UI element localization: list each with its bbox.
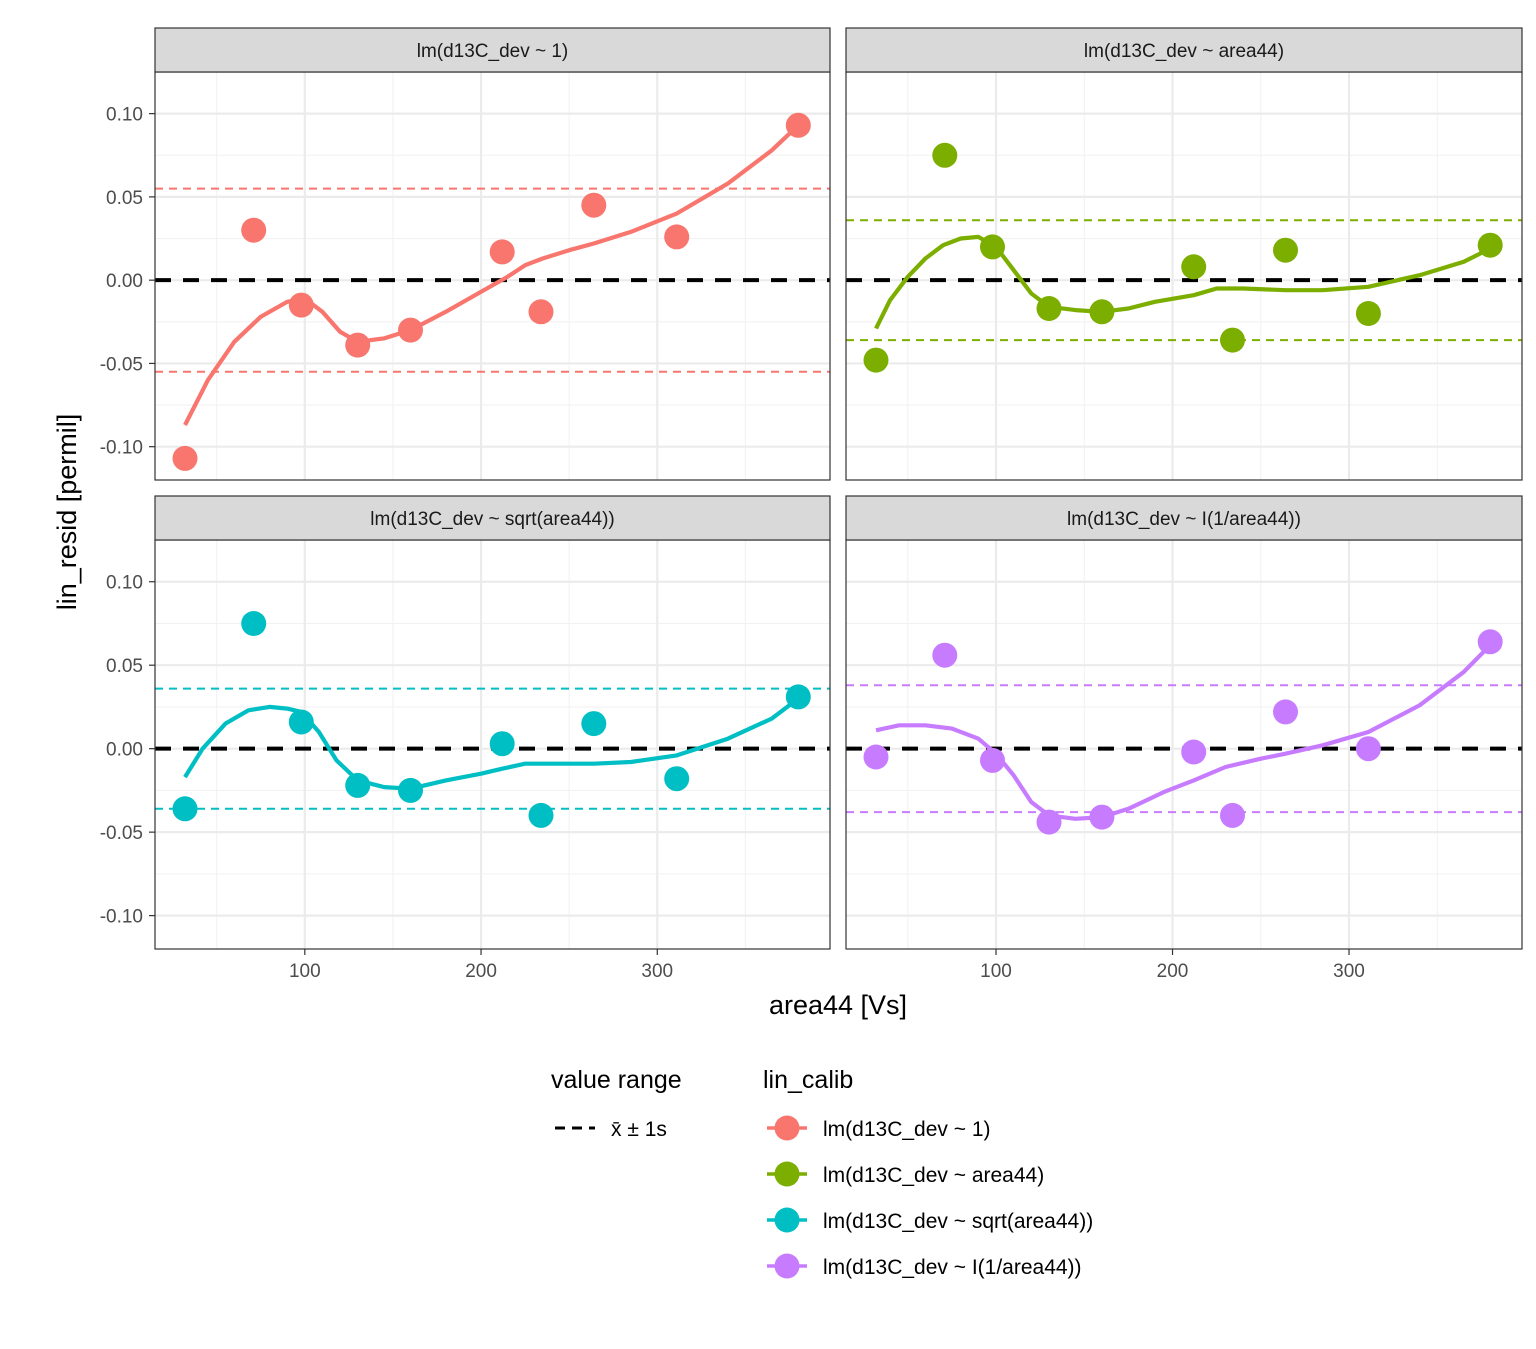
y-tick-label: -0.10	[100, 907, 143, 928]
panel-background	[155, 72, 830, 480]
legend: value range x̄ ± 1s lin_calib lm(d13C_dev ~…	[551, 1066, 1093, 1279]
legend-key-point	[774, 1253, 800, 1279]
x-tick-label: 300	[1333, 961, 1365, 982]
data-point	[345, 332, 371, 358]
data-point	[172, 796, 198, 822]
y-tick-label: 0.10	[106, 105, 143, 126]
data-point	[1477, 629, 1503, 655]
data-point	[288, 709, 314, 735]
y-tick-label: -0.05	[100, 823, 143, 844]
data-point	[489, 239, 515, 265]
facet-strip	[154, 27, 831, 73]
legend-title-lin-calib: lin_calib	[763, 1066, 853, 1094]
data-point	[528, 299, 554, 325]
x-tick-label: 100	[980, 961, 1012, 982]
legend-label: lm(d13C_dev ~ 1)	[823, 1118, 991, 1141]
facet-strip-label: lm(d13C_dev ~ area44)	[1084, 41, 1284, 62]
smooth-line	[874, 234, 1492, 330]
data-point	[664, 224, 690, 250]
data-point	[398, 317, 423, 343]
smooth-line	[183, 123, 800, 426]
x-tick-label: 300	[641, 961, 673, 982]
facet-panel: lm(d13C_dev ~ I(1/area44)) 100 200 300	[845, 495, 1523, 982]
facet-strip-label: lm(d13C_dev ~ 1)	[417, 41, 569, 62]
data-point	[1089, 804, 1115, 830]
legend-key-point	[774, 1115, 800, 1141]
data-point	[932, 142, 958, 168]
data-point	[1036, 296, 1062, 321]
data-point	[1273, 237, 1298, 263]
data-point	[664, 766, 690, 792]
data-point	[1036, 809, 1062, 835]
data-point	[1273, 699, 1298, 725]
data-point	[1220, 802, 1245, 828]
data-point	[863, 744, 889, 770]
legend-title-value-range: value range	[551, 1066, 682, 1094]
legend-key-point	[774, 1207, 800, 1233]
data-point	[398, 777, 423, 803]
y-tick-label: 0.00	[106, 271, 143, 292]
data-point	[785, 112, 811, 138]
data-point	[1089, 299, 1115, 325]
data-point	[980, 747, 1005, 773]
y-tick-label: 0.10	[106, 573, 143, 594]
x-tick-label: 200	[1157, 961, 1189, 982]
data-point	[489, 731, 515, 757]
facet-panel: lm(d13C_dev ~ 1) -0.10 -0.05 0.00 0.05 0.10	[100, 27, 831, 481]
y-tick-label: -0.10	[100, 438, 143, 459]
data-point	[1477, 232, 1503, 258]
data-point	[241, 611, 267, 636]
data-point	[172, 445, 198, 471]
data-point	[345, 772, 371, 798]
facet-strip-label: lm(d13C_dev ~ sqrt(area44))	[370, 509, 614, 530]
y-tick-label: 0.00	[106, 740, 143, 761]
legend-label: lm(d13C_dev ~ sqrt(area44))	[823, 1210, 1093, 1233]
facet-strip	[845, 495, 1523, 541]
data-point	[932, 642, 958, 668]
data-point	[785, 684, 811, 710]
data-point	[980, 234, 1005, 260]
data-point	[1181, 254, 1207, 280]
data-point	[581, 192, 607, 218]
y-axis-title: lin_resid [permil]	[52, 414, 82, 611]
facet-panel: lm(d13C_dev ~ sqrt(area44)) -0.10 -0.05 0.0…	[100, 495, 831, 982]
legend-label: lm(d13C_dev ~ area44)	[823, 1164, 1044, 1187]
x-tick-label: 100	[289, 961, 321, 982]
y-tick-label: 0.05	[106, 656, 143, 677]
legend-label: lm(d13C_dev ~ I(1/area44))	[823, 1256, 1082, 1279]
legend-label-mean-sd: x̄ ± 1s	[611, 1118, 667, 1141]
data-point	[1355, 736, 1381, 762]
data-point	[1355, 301, 1381, 326]
facet-strip	[845, 27, 1523, 73]
data-point	[863, 347, 889, 373]
facet-strip-label: lm(d13C_dev ~ I(1/area44))	[1067, 509, 1301, 530]
data-point	[1220, 327, 1245, 353]
data-point	[581, 711, 607, 737]
data-point	[288, 292, 314, 318]
facet-strip	[154, 495, 831, 541]
data-point	[528, 802, 554, 828]
data-point	[241, 217, 267, 243]
y-tick-label: -0.05	[100, 354, 143, 375]
facet-panel: lm(d13C_dev ~ area44)	[845, 27, 1523, 481]
smooth-line	[875, 643, 1492, 821]
data-point	[1181, 739, 1207, 765]
x-tick-label: 200	[465, 961, 497, 982]
legend-key-point	[774, 1161, 800, 1187]
y-tick-label: 0.05	[106, 188, 143, 209]
x-axis-title: area44 [Vs]	[769, 990, 907, 1020]
